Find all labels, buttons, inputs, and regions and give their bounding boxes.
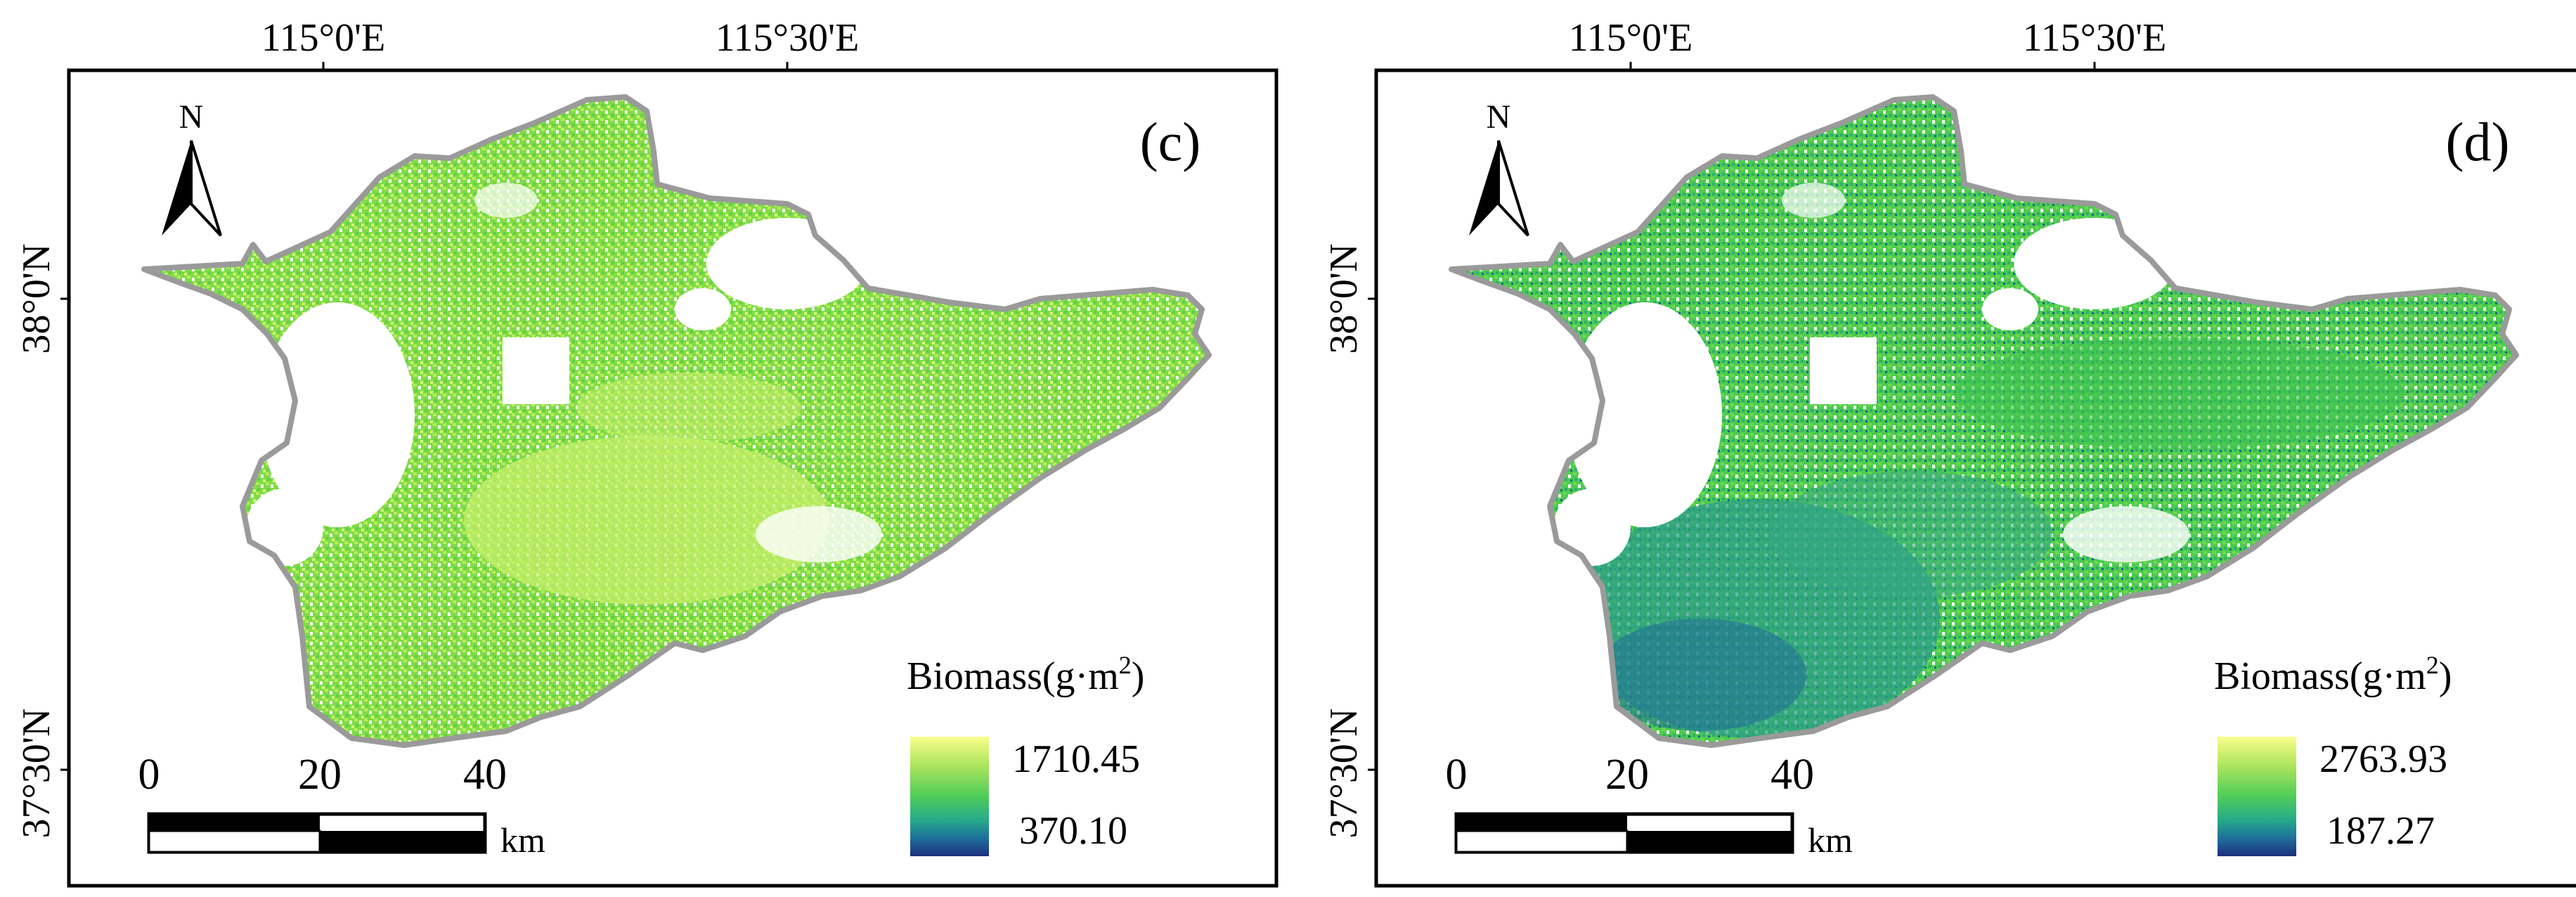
scale-bar bbox=[1454, 812, 1794, 854]
lat-label-1: 38°0'N bbox=[15, 244, 58, 354]
panel-label: (d) bbox=[2446, 111, 2510, 172]
lon-label-1: 115°0'E bbox=[1569, 16, 1693, 60]
legend-color-ramp bbox=[910, 737, 989, 856]
lon-label-1: 115°0'E bbox=[261, 16, 386, 60]
region-boundary bbox=[1449, 94, 2519, 748]
map-panel-d: 115°0'E 115°30'E 38°0'N 37°30'N N (d) Bi… bbox=[1307, 0, 2576, 897]
panel-label: (c) bbox=[1140, 111, 1201, 172]
scale-bar bbox=[147, 812, 487, 854]
lon-label-2: 115°30'E bbox=[2023, 16, 2167, 60]
north-arrow-icon bbox=[162, 140, 222, 237]
lat-label-2: 37°30'N bbox=[1322, 709, 1366, 839]
scale-tick-40: 40 bbox=[463, 751, 507, 799]
lat-label-1: 38°0'N bbox=[1322, 244, 1366, 354]
scale-unit: km bbox=[1808, 820, 1853, 860]
scale-tick-0: 0 bbox=[1446, 751, 1468, 799]
scale-tick-20: 20 bbox=[298, 751, 342, 799]
scale-tick-20: 20 bbox=[1605, 751, 1649, 799]
map-panel-c: 115°0'E 115°30'E 38°0'N 37°30'N N (c) Bi… bbox=[15, 16, 1279, 888]
scale-unit: km bbox=[500, 820, 545, 860]
scale-tick-40: 40 bbox=[1771, 751, 1814, 799]
north-label: N bbox=[179, 98, 204, 136]
scale-tick-0: 0 bbox=[138, 751, 160, 799]
north-label: N bbox=[1487, 98, 1511, 136]
north-arrow-icon bbox=[1469, 140, 1529, 237]
legend-title: Biomass(g·m2) bbox=[2214, 651, 2452, 698]
region-boundary bbox=[141, 94, 1212, 748]
legend-min: 187.27 bbox=[2326, 809, 2435, 853]
legend-color-ramp bbox=[2218, 737, 2296, 856]
lat-label-2: 37°30'N bbox=[15, 709, 58, 839]
legend-max: 2763.93 bbox=[2319, 737, 2447, 781]
lon-label-2: 115°30'E bbox=[716, 16, 860, 60]
legend-min: 370.10 bbox=[1019, 809, 1127, 853]
legend-title: Biomass(g·m2) bbox=[907, 651, 1144, 698]
legend-max: 1710.45 bbox=[1012, 737, 1140, 781]
